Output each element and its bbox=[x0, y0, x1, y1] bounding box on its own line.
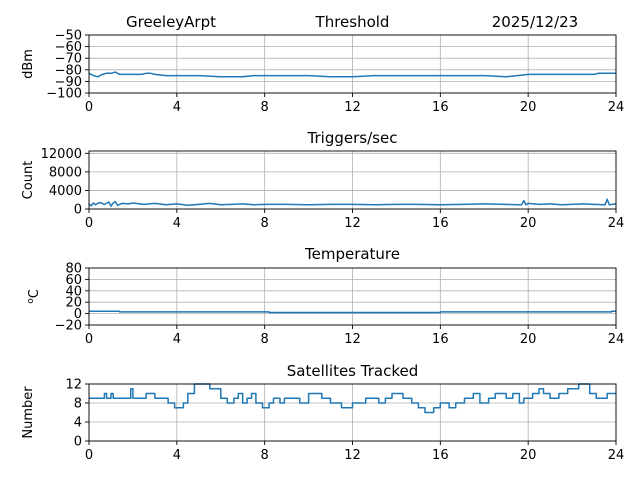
x-tick-label: 4 bbox=[173, 448, 181, 463]
x-tick-label: 12 bbox=[344, 100, 361, 115]
series-line-1 bbox=[88, 71, 616, 78]
x-tick-label: 20 bbox=[520, 100, 537, 115]
x-tick-label: 8 bbox=[261, 100, 269, 115]
x-tick-label: 24 bbox=[608, 448, 625, 463]
x-tick-label: 4 bbox=[173, 100, 181, 115]
panel-2: 0 4 8 12 16 20 24 0 4000 8000 12000 Triggers/sec Cou… bbox=[21, 129, 624, 231]
y-tick-label: 12000 bbox=[41, 147, 82, 162]
x-tick-label: 0 bbox=[85, 100, 93, 115]
y-tick-label: 4 bbox=[74, 416, 82, 431]
y-tick-label: 8 bbox=[74, 397, 82, 412]
x-tick-label: 0 bbox=[85, 216, 93, 231]
x-tick-label: 8 bbox=[261, 216, 269, 231]
x-tick-label: 16 bbox=[432, 216, 449, 231]
y-tick-label: −20 bbox=[55, 319, 82, 334]
y-tick-label: −100 bbox=[46, 87, 82, 102]
x-tick-label: 16 bbox=[432, 332, 449, 347]
y-tick-label: −90 bbox=[55, 75, 82, 90]
x-tick-label: 24 bbox=[608, 100, 625, 115]
panel-title: Temperature bbox=[304, 245, 400, 263]
panel-title: Threshold bbox=[315, 13, 390, 31]
x-tick-label: 4 bbox=[173, 216, 181, 231]
x-tick-label: 12 bbox=[344, 448, 361, 463]
y-tick-label: 0 bbox=[74, 203, 82, 218]
x-tick-label: 16 bbox=[432, 448, 449, 463]
x-tick-label: 24 bbox=[608, 332, 625, 347]
y-tick-label: 80 bbox=[65, 262, 82, 277]
x-tick-label: 0 bbox=[85, 332, 93, 347]
panel-1: 0 4 8 12 16 20 24 −100−90−80−70−60−50 Threshold d… bbox=[21, 13, 624, 115]
y-tick-label: 40 bbox=[65, 284, 82, 299]
report-date: 2025/12/23 bbox=[492, 13, 578, 31]
y-tick-label: 60 bbox=[65, 273, 82, 288]
x-tick-label: 12 bbox=[344, 216, 361, 231]
series-line-1 bbox=[89, 310, 616, 314]
panel-title: Triggers/sec bbox=[307, 129, 398, 147]
x-tick-label: 20 bbox=[520, 332, 537, 347]
x-tick-label: 20 bbox=[520, 216, 537, 231]
y-tick-label: −50 bbox=[55, 29, 82, 44]
y-tick-label: 12 bbox=[65, 378, 82, 393]
y-tick-label: 20 bbox=[65, 296, 82, 311]
series-line-1 bbox=[88, 198, 617, 207]
y-axis-label: Number bbox=[21, 386, 36, 439]
y-tick-label: 4000 bbox=[49, 184, 82, 199]
y-axis-label: dBm bbox=[21, 49, 36, 79]
y-tick-label: −70 bbox=[55, 52, 82, 67]
x-tick-label: 20 bbox=[520, 448, 537, 463]
x-tick-label: 24 bbox=[608, 216, 625, 231]
y-tick-label: −60 bbox=[55, 40, 82, 55]
x-tick-label: 4 bbox=[173, 332, 181, 347]
y-tick-label: 0 bbox=[74, 435, 82, 450]
y-tick-label: 0 bbox=[74, 307, 82, 322]
station-name: GreeleyArpt bbox=[126, 13, 216, 31]
y-axis-label: oC bbox=[26, 289, 42, 304]
x-tick-label: 8 bbox=[261, 448, 269, 463]
y-tick-label: 8000 bbox=[49, 165, 82, 180]
panel-4: 0 4 8 12 16 20 24 0 4 8 12 Satellites Tracked Number bbox=[21, 362, 624, 463]
series-line-1 bbox=[89, 383, 616, 414]
y-axis-label: Count bbox=[21, 161, 36, 200]
panel-title: Satellites Tracked bbox=[287, 362, 418, 380]
y-tick-label: −80 bbox=[55, 63, 82, 78]
x-tick-label: 0 bbox=[85, 448, 93, 463]
x-tick-label: 12 bbox=[344, 332, 361, 347]
x-tick-label: 8 bbox=[261, 332, 269, 347]
x-tick-label: 16 bbox=[432, 100, 449, 115]
